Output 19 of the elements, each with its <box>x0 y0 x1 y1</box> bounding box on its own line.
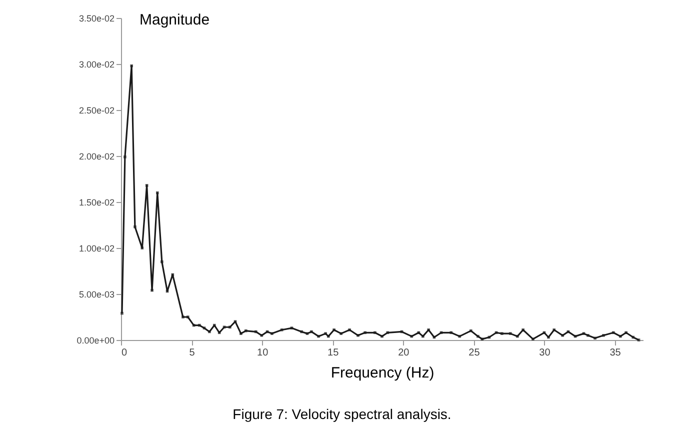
y-axis-title: Magnitude <box>140 12 210 28</box>
x-tick-label: 25 <box>468 348 480 358</box>
x-tick-label: 35 <box>610 348 622 358</box>
y-tick-label: 5.00e-03 <box>78 290 114 300</box>
y-tick-label: 3.50e-02 <box>78 14 114 24</box>
y-tick-label: 2.00e-02 <box>78 152 114 162</box>
x-tick-label: 10 <box>257 348 269 358</box>
y-tick-label: 1.00e-02 <box>78 244 114 254</box>
y-tick-label: 2.50e-02 <box>78 106 114 116</box>
caption: Figure 7: Velocity spectral analysis. <box>232 406 452 422</box>
y-tick-label: 0.00e+00 <box>76 336 114 346</box>
x-tick-label: 15 <box>328 348 340 358</box>
x-tick-label: 20 <box>398 348 410 358</box>
y-tick-label: 3.00e-02 <box>78 60 114 70</box>
x-tick-label: 0 <box>122 348 128 358</box>
y-tick-label: 1.50e-02 <box>78 198 114 208</box>
x-tick-label: 5 <box>189 348 196 358</box>
x-axis-title: Frequency (Hz) <box>330 364 434 382</box>
x-tick-label: 30 <box>539 348 551 358</box>
